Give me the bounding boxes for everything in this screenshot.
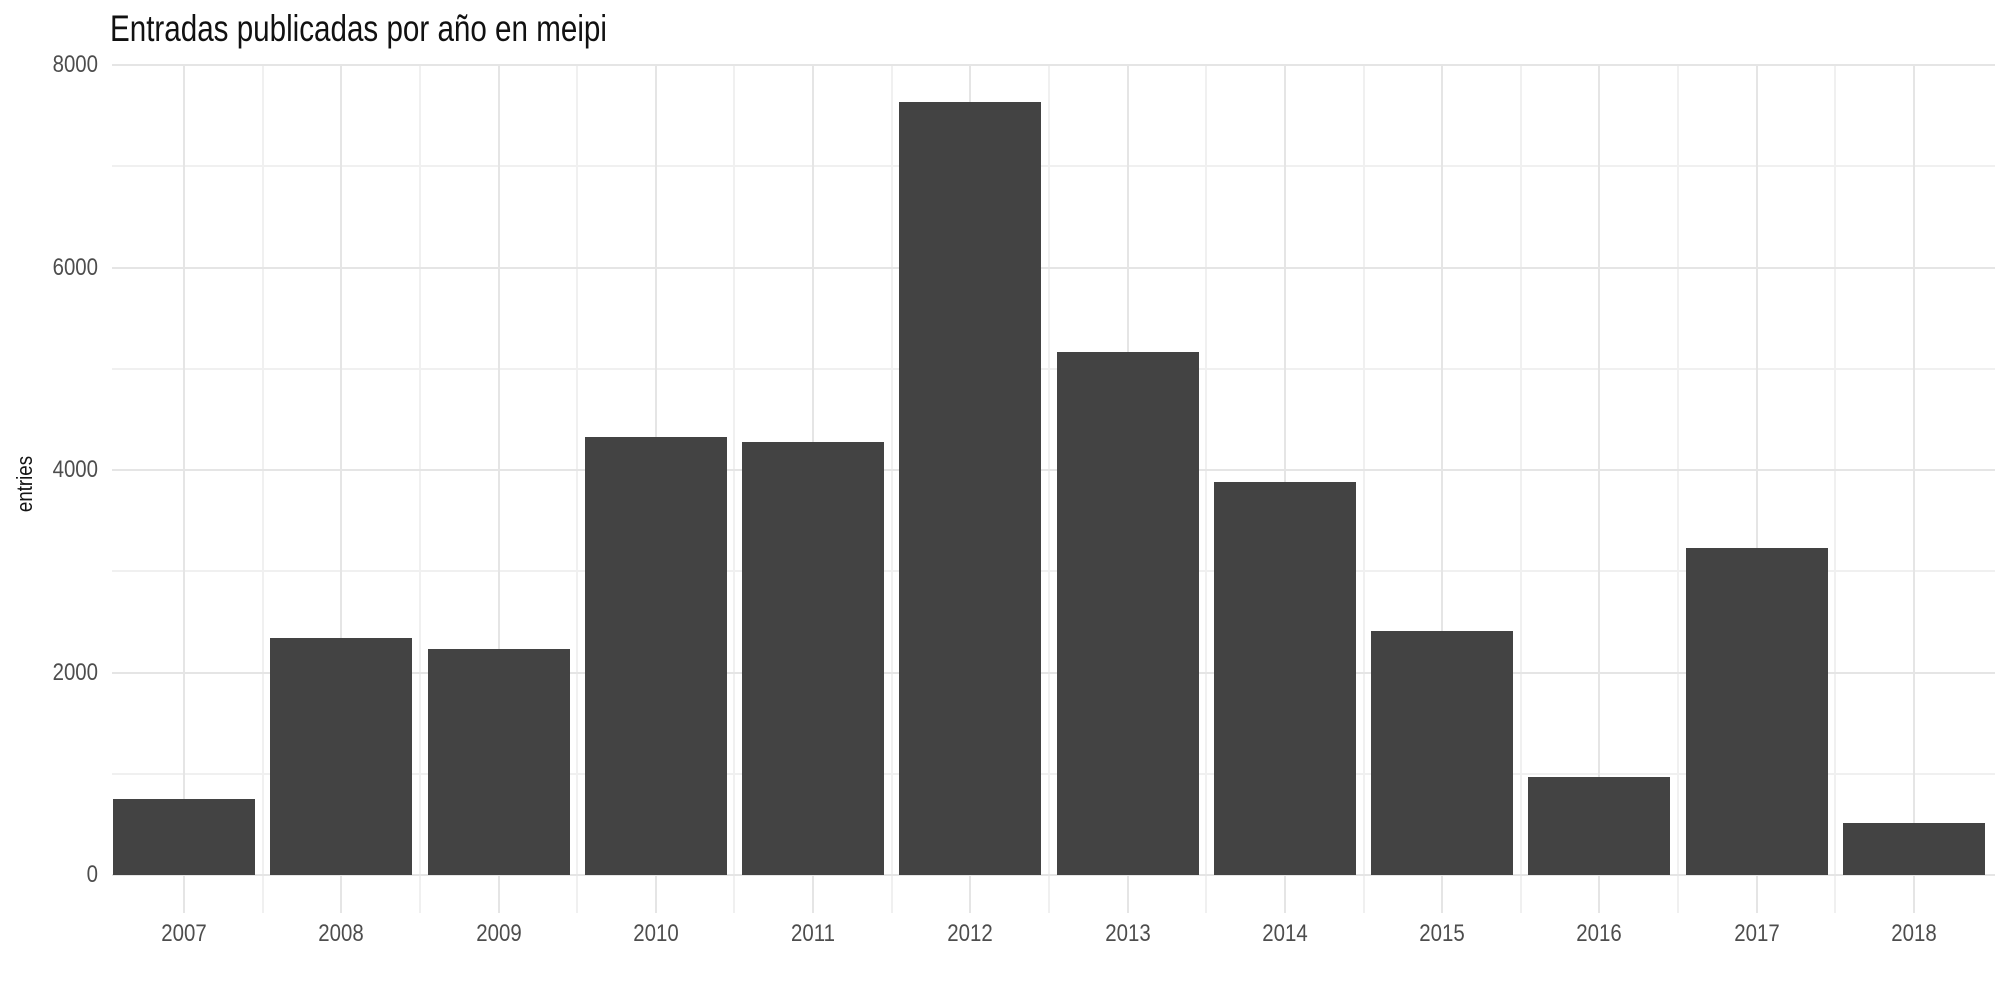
gridline-vertical-major <box>1441 64 1444 913</box>
y-tick-label-8000: 8000 <box>52 51 98 78</box>
bar-2013 <box>1056 351 1199 875</box>
bar-2012 <box>899 102 1042 875</box>
gridline-horizontal-minor <box>112 772 1995 775</box>
gridline-vertical-minor <box>1362 64 1365 913</box>
gridline-vertical-major <box>1755 64 1758 913</box>
gridline-vertical-major <box>1598 64 1601 913</box>
x-tick-label-2018: 2018 <box>1891 920 1937 947</box>
x-tick-label-2016: 2016 <box>1576 920 1623 947</box>
gridline-vertical-major <box>340 64 343 913</box>
gridline-horizontal-minor <box>112 570 1995 573</box>
x-tick-label-2014: 2014 <box>1262 920 1308 947</box>
gridline-vertical-minor <box>890 64 893 913</box>
gridline-vertical-minor <box>1834 64 1837 913</box>
x-tick-label-2010: 2010 <box>633 920 679 947</box>
x-tick-label-2015: 2015 <box>1419 920 1465 947</box>
bar-2010 <box>584 436 727 875</box>
bar-2015 <box>1371 630 1514 875</box>
x-tick-label-2009: 2009 <box>475 920 522 947</box>
bar-2009 <box>427 649 570 875</box>
chart-title: Entradas publicadas por año en meipi <box>110 8 607 49</box>
gridline-horizontal-major <box>112 266 1995 269</box>
x-tick-label-2008: 2008 <box>318 920 364 947</box>
gridline-horizontal-minor <box>112 165 1995 168</box>
gridline-vertical-minor <box>1205 64 1208 913</box>
bar-2018 <box>1842 823 1985 875</box>
gridline-vertical-major <box>183 64 185 913</box>
gridline-vertical-minor <box>1519 64 1522 913</box>
y-tick-label-6000: 6000 <box>52 253 98 281</box>
y-tick-label-0: 0 <box>86 861 98 888</box>
x-tick-label-2007: 2007 <box>161 920 207 947</box>
x-tick-label-2017: 2017 <box>1733 920 1780 947</box>
gridline-horizontal-minor <box>112 367 1995 370</box>
gridline-horizontal-major <box>112 469 1995 471</box>
gridline-vertical-minor <box>1677 64 1680 913</box>
gridline-horizontal-major <box>112 671 1995 674</box>
bar-2017 <box>1685 547 1828 875</box>
y-tick-label-4000: 4000 <box>52 456 98 483</box>
bar-2011 <box>742 441 885 875</box>
gridline-horizontal-major <box>112 64 1995 66</box>
x-tick-label-2012: 2012 <box>947 920 994 947</box>
gridline-horizontal-major <box>112 874 1995 876</box>
x-tick-label-2011: 2011 <box>791 920 836 947</box>
bar-2016 <box>1528 776 1671 875</box>
x-tick-label-2013: 2013 <box>1104 920 1151 947</box>
bar-2008 <box>270 638 413 875</box>
gridline-vertical-minor <box>733 64 736 913</box>
bar-2014 <box>1213 482 1356 875</box>
y-tick-label-2000: 2000 <box>52 658 98 686</box>
bar-2007 <box>113 799 255 875</box>
gridline-vertical-major <box>1912 64 1915 913</box>
gridline-vertical-minor <box>576 64 579 913</box>
gridline-vertical-minor <box>1047 64 1050 913</box>
gridline-vertical-minor <box>261 64 264 913</box>
plot-panel <box>112 64 1995 913</box>
gridline-vertical-major <box>497 64 500 913</box>
gridline-vertical-minor <box>418 64 421 913</box>
